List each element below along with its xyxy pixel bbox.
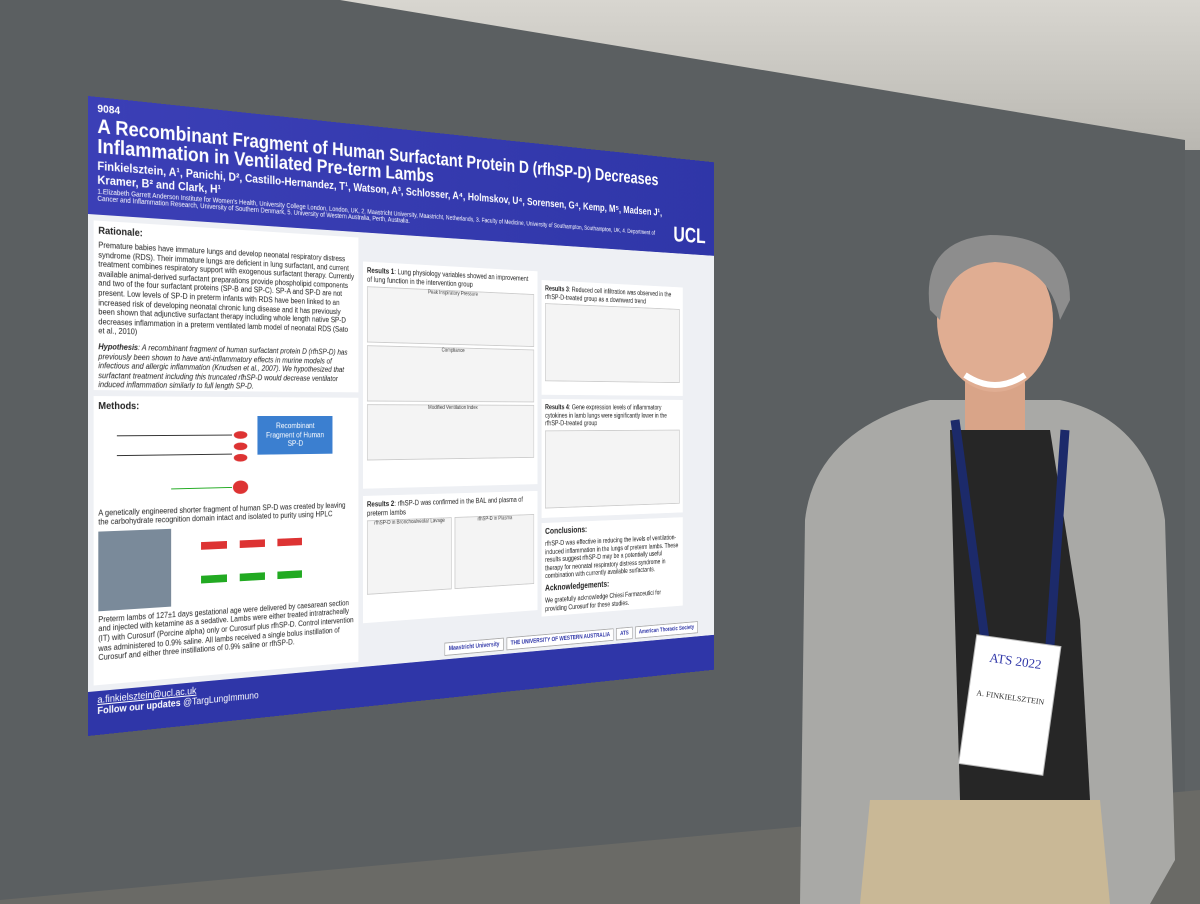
hair	[928, 235, 1070, 320]
lanyard	[950, 419, 1070, 646]
badge: ATS 2022 A. FINKIELSZTEIN	[958, 634, 1062, 776]
face	[937, 248, 1053, 392]
smile	[963, 372, 1027, 388]
badge-event: ATS 2022	[989, 650, 1043, 672]
trousers	[860, 800, 1110, 904]
